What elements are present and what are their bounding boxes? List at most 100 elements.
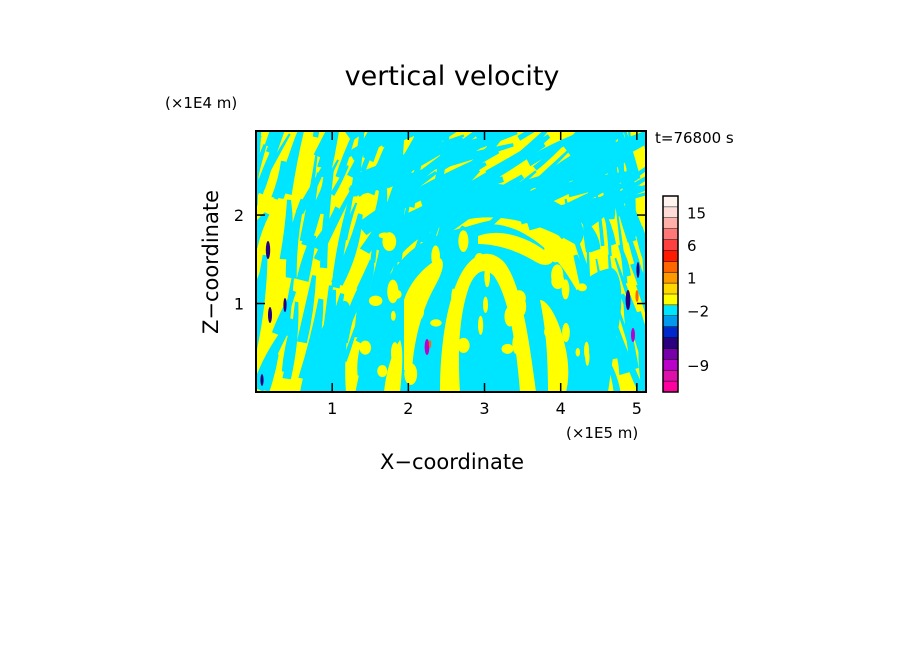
y-axis: 12: [234, 206, 646, 314]
field-streak: [581, 131, 598, 196]
colorbar-tick-label: 15: [687, 204, 706, 222]
chart-title: vertical velocity: [345, 61, 560, 92]
field-streak: [616, 131, 638, 183]
field-extreme-spot: [260, 374, 264, 386]
field-speckle: [390, 342, 399, 364]
field-streak: [271, 290, 297, 337]
colorbar-swatch: [663, 217, 678, 230]
field-speckle: [430, 319, 442, 327]
field-speckle: [544, 326, 553, 338]
field-streak: [635, 284, 646, 316]
field-extreme-spot: [428, 340, 432, 348]
x-tick-label: 5: [632, 399, 642, 418]
field-streak: [256, 133, 291, 199]
field-extreme-spot: [283, 298, 287, 312]
field-streak: [372, 136, 465, 192]
field-streak: [648, 164, 661, 242]
colorbar-swatch: [663, 315, 678, 328]
colorbar-swatch: [663, 283, 678, 295]
field-streak: [282, 301, 299, 380]
colorbar-swatch: [663, 206, 678, 219]
colorbar-swatch: [663, 326, 678, 338]
field-speckle: [451, 288, 456, 311]
field-streak: [623, 299, 639, 369]
field-speckle: [404, 363, 418, 385]
x-tick-label: 2: [403, 399, 413, 418]
field-extreme-spot: [424, 339, 430, 355]
field-streak: [582, 221, 601, 253]
field-speckle: [378, 232, 392, 239]
field-streak: [317, 136, 333, 169]
field-speckle: [457, 337, 470, 354]
colorbar-tick-label: 1: [687, 270, 697, 288]
colorbar-swatch: [663, 228, 678, 240]
field-speckle: [368, 295, 383, 306]
field-streak: [593, 183, 605, 247]
field-streak: [606, 131, 620, 188]
field-streak: [622, 182, 646, 247]
field-streak: [256, 268, 265, 308]
field-streak: [270, 131, 283, 139]
field-streak: [264, 131, 275, 147]
field-streak: [298, 298, 324, 381]
field-streak: [533, 140, 567, 171]
field-speckle: [551, 264, 564, 287]
x-axis-label: X−coordinate: [380, 450, 524, 474]
field-region: [361, 224, 604, 392]
field-extreme-spot: [636, 262, 640, 278]
field-streak: [551, 155, 592, 193]
field-streak: [273, 141, 296, 200]
field-streak: [256, 212, 270, 249]
field-streak: [344, 131, 367, 142]
y-tick-label: 2: [234, 206, 244, 225]
field-regions: [300, 183, 622, 392]
field-streak: [597, 131, 608, 137]
colorbar-swatch: [663, 261, 678, 273]
field-region: [440, 253, 536, 392]
x-tick-label: 4: [556, 399, 566, 418]
field-speckle: [484, 266, 491, 288]
field-speckle: [501, 343, 514, 354]
field-streak: [510, 131, 549, 165]
field-streak: [652, 227, 662, 272]
field-streak: [624, 224, 642, 270]
field-speckle: [412, 300, 425, 321]
field-streak: [435, 143, 514, 170]
field-streak: [285, 199, 305, 279]
field-speckle: [518, 358, 528, 377]
field-extreme-spot: [635, 290, 639, 302]
field-streak: [599, 204, 617, 246]
field-streak: [328, 131, 332, 133]
field-speckle: [584, 341, 590, 360]
field-extreme-spot: [625, 290, 631, 310]
field-speckle: [377, 364, 388, 378]
field-speckle: [504, 306, 516, 327]
field-streak: [342, 202, 358, 241]
field-streak: [342, 318, 360, 362]
field-speckle: [393, 290, 402, 299]
field-speckle: [548, 243, 563, 263]
field-speckle: [458, 230, 469, 252]
colorbar-tick-label: 6: [687, 237, 697, 255]
field-speckle: [431, 245, 440, 268]
field-streak: [257, 131, 285, 195]
field-region: [478, 232, 553, 265]
x-axis: 1 2 3 4 5: [327, 131, 642, 418]
colorbar-frame: [662, 195, 679, 393]
colorbar-swatch: [663, 381, 678, 393]
field-streak: [605, 131, 611, 135]
field-speckle: [561, 279, 570, 300]
field-region: [572, 268, 622, 392]
field-streak: [256, 318, 296, 392]
colorbar-swatch: [663, 294, 678, 306]
field-streak: [412, 149, 500, 200]
field-streak: [312, 131, 320, 138]
plot-frame: [255, 130, 647, 393]
field-streak: [313, 180, 359, 262]
field-streak: [618, 244, 631, 278]
field-streak: [304, 159, 340, 229]
field-streak: [263, 353, 279, 392]
field-streak: [443, 131, 518, 161]
field-speckle: [577, 283, 587, 292]
field-streak: [296, 234, 317, 282]
